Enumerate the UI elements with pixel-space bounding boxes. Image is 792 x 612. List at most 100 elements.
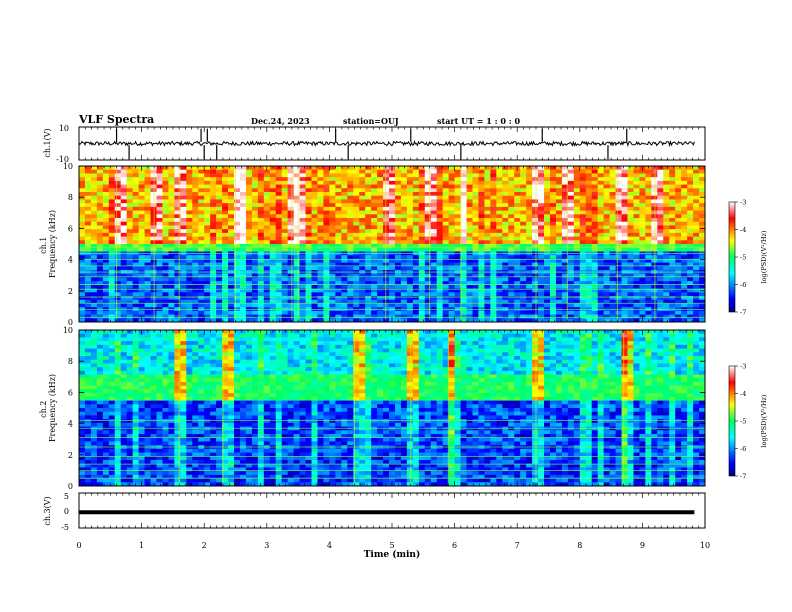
spectrogram-cell [90, 341, 98, 346]
spectrogram-cell [108, 452, 116, 457]
spectrogram-cell [496, 225, 503, 230]
spectrogram-cell [305, 303, 312, 308]
spectrogram-cell [79, 255, 86, 260]
spectrogram-cell [204, 296, 211, 301]
freq-tick-label: 8 [68, 193, 73, 202]
spectrogram-cell [293, 247, 300, 252]
spectrogram-cell [138, 240, 145, 245]
spectrogram-cell [174, 318, 181, 323]
spectrogram-cell [478, 310, 485, 315]
spectrogram-cell [96, 363, 104, 368]
spectrogram-cell [329, 177, 336, 182]
spectrogram-cell [454, 255, 461, 260]
spectrogram-cell [400, 310, 408, 315]
spectrogram-cell [216, 281, 223, 286]
spectrogram-cell [394, 255, 402, 260]
spectrogram-cell [84, 330, 92, 335]
spectrogram-cell [132, 385, 140, 390]
spectrogram-cell [514, 236, 521, 241]
spectrogram-cell [681, 284, 688, 289]
spectrogram-cell [549, 244, 557, 249]
spectrogram-cell [90, 385, 98, 390]
spectrogram-cell [257, 281, 265, 286]
spectrogram-cell [442, 310, 450, 315]
spectrogram-cell [693, 284, 700, 289]
spectrogram-cell [84, 367, 92, 372]
spectrogram-cell [96, 460, 104, 465]
spectrogram-cell [549, 266, 557, 271]
spectrogram-cell [138, 341, 145, 346]
spectrogram-cell [436, 255, 444, 260]
spectrogram-cell [418, 247, 426, 252]
spectrogram-cell [198, 247, 205, 252]
spectrogram-cell [132, 206, 140, 211]
spectrogram-cell [210, 247, 217, 252]
spectrogram-cell [514, 296, 521, 301]
spectrogram-cell [138, 214, 145, 219]
spectrogram-cell [538, 244, 545, 249]
spectrogram-cell [317, 244, 324, 249]
spectrogram-cell [567, 192, 575, 197]
spectrogram-cell [555, 273, 563, 278]
spectrogram-cell [645, 281, 652, 286]
spectrogram-cell [400, 232, 408, 237]
spectrogram-cell [317, 177, 324, 182]
spectrogram-cell [275, 173, 283, 178]
spectrogram-cell [424, 214, 432, 219]
spectrogram-cell [108, 330, 116, 335]
spectrogram-cell [234, 192, 241, 197]
spectrogram-cell [222, 184, 229, 189]
spectrogram-cell [573, 247, 581, 252]
spectrogram-cell [234, 258, 241, 263]
spectrogram-cell [102, 419, 110, 424]
spectrogram-cell [544, 240, 551, 245]
spectrogram-cell [90, 236, 98, 241]
spectrogram-cell [490, 262, 497, 267]
spectrogram-cell [430, 288, 438, 293]
spectrogram-cell [126, 341, 134, 346]
spectrogram-cell [114, 452, 122, 457]
spectrogram-cell [442, 192, 450, 197]
spectrogram-cell [335, 266, 342, 271]
spectrogram-cell [603, 240, 611, 245]
spectrogram-cell [275, 277, 283, 282]
spectrogram-cell [681, 303, 688, 308]
spectrogram-cell [561, 277, 569, 282]
spectrogram-cell [436, 247, 444, 252]
spectrogram-cell [484, 299, 491, 304]
spectrogram-cell [561, 169, 569, 174]
spectrogram-cell [424, 218, 432, 223]
spectrogram-cell [549, 310, 557, 315]
spectrogram-cell [478, 173, 485, 178]
spectrogram-cell [180, 247, 187, 252]
spectrogram-cell [108, 180, 116, 185]
spectrogram-cell [269, 221, 277, 226]
spectrogram-cell [341, 188, 348, 193]
spectrogram-cell [645, 262, 652, 267]
spectrogram-cell [681, 247, 688, 252]
spectrogram-cell [239, 258, 247, 263]
spectrogram-cell [645, 169, 652, 174]
spectrogram-cell [514, 180, 521, 185]
spectrogram-cell [120, 378, 128, 383]
spectrogram-cell [245, 225, 253, 230]
spectrogram-cell [508, 288, 515, 293]
spectrogram-cell [287, 214, 295, 219]
spectrogram-cell [114, 229, 122, 234]
spectrogram-cell [293, 195, 300, 200]
spectrogram-cell [585, 192, 593, 197]
spectrogram-cell [192, 210, 199, 215]
spectrogram-cell [389, 277, 396, 282]
spectrogram-cell [299, 247, 306, 252]
spectrogram-cell [329, 232, 336, 237]
spectrogram-cell [687, 166, 694, 171]
spectrogram-cell [579, 221, 587, 226]
spectrogram-cell [108, 422, 116, 427]
spectrogram-cell [544, 314, 551, 319]
spectrogram-cell [544, 262, 551, 267]
spectrogram-cell [144, 303, 151, 308]
spectrogram-cell [257, 318, 265, 323]
spectrogram-cell [84, 411, 92, 416]
spectrogram-cell [532, 173, 539, 178]
spectrogram-cell [84, 374, 92, 379]
